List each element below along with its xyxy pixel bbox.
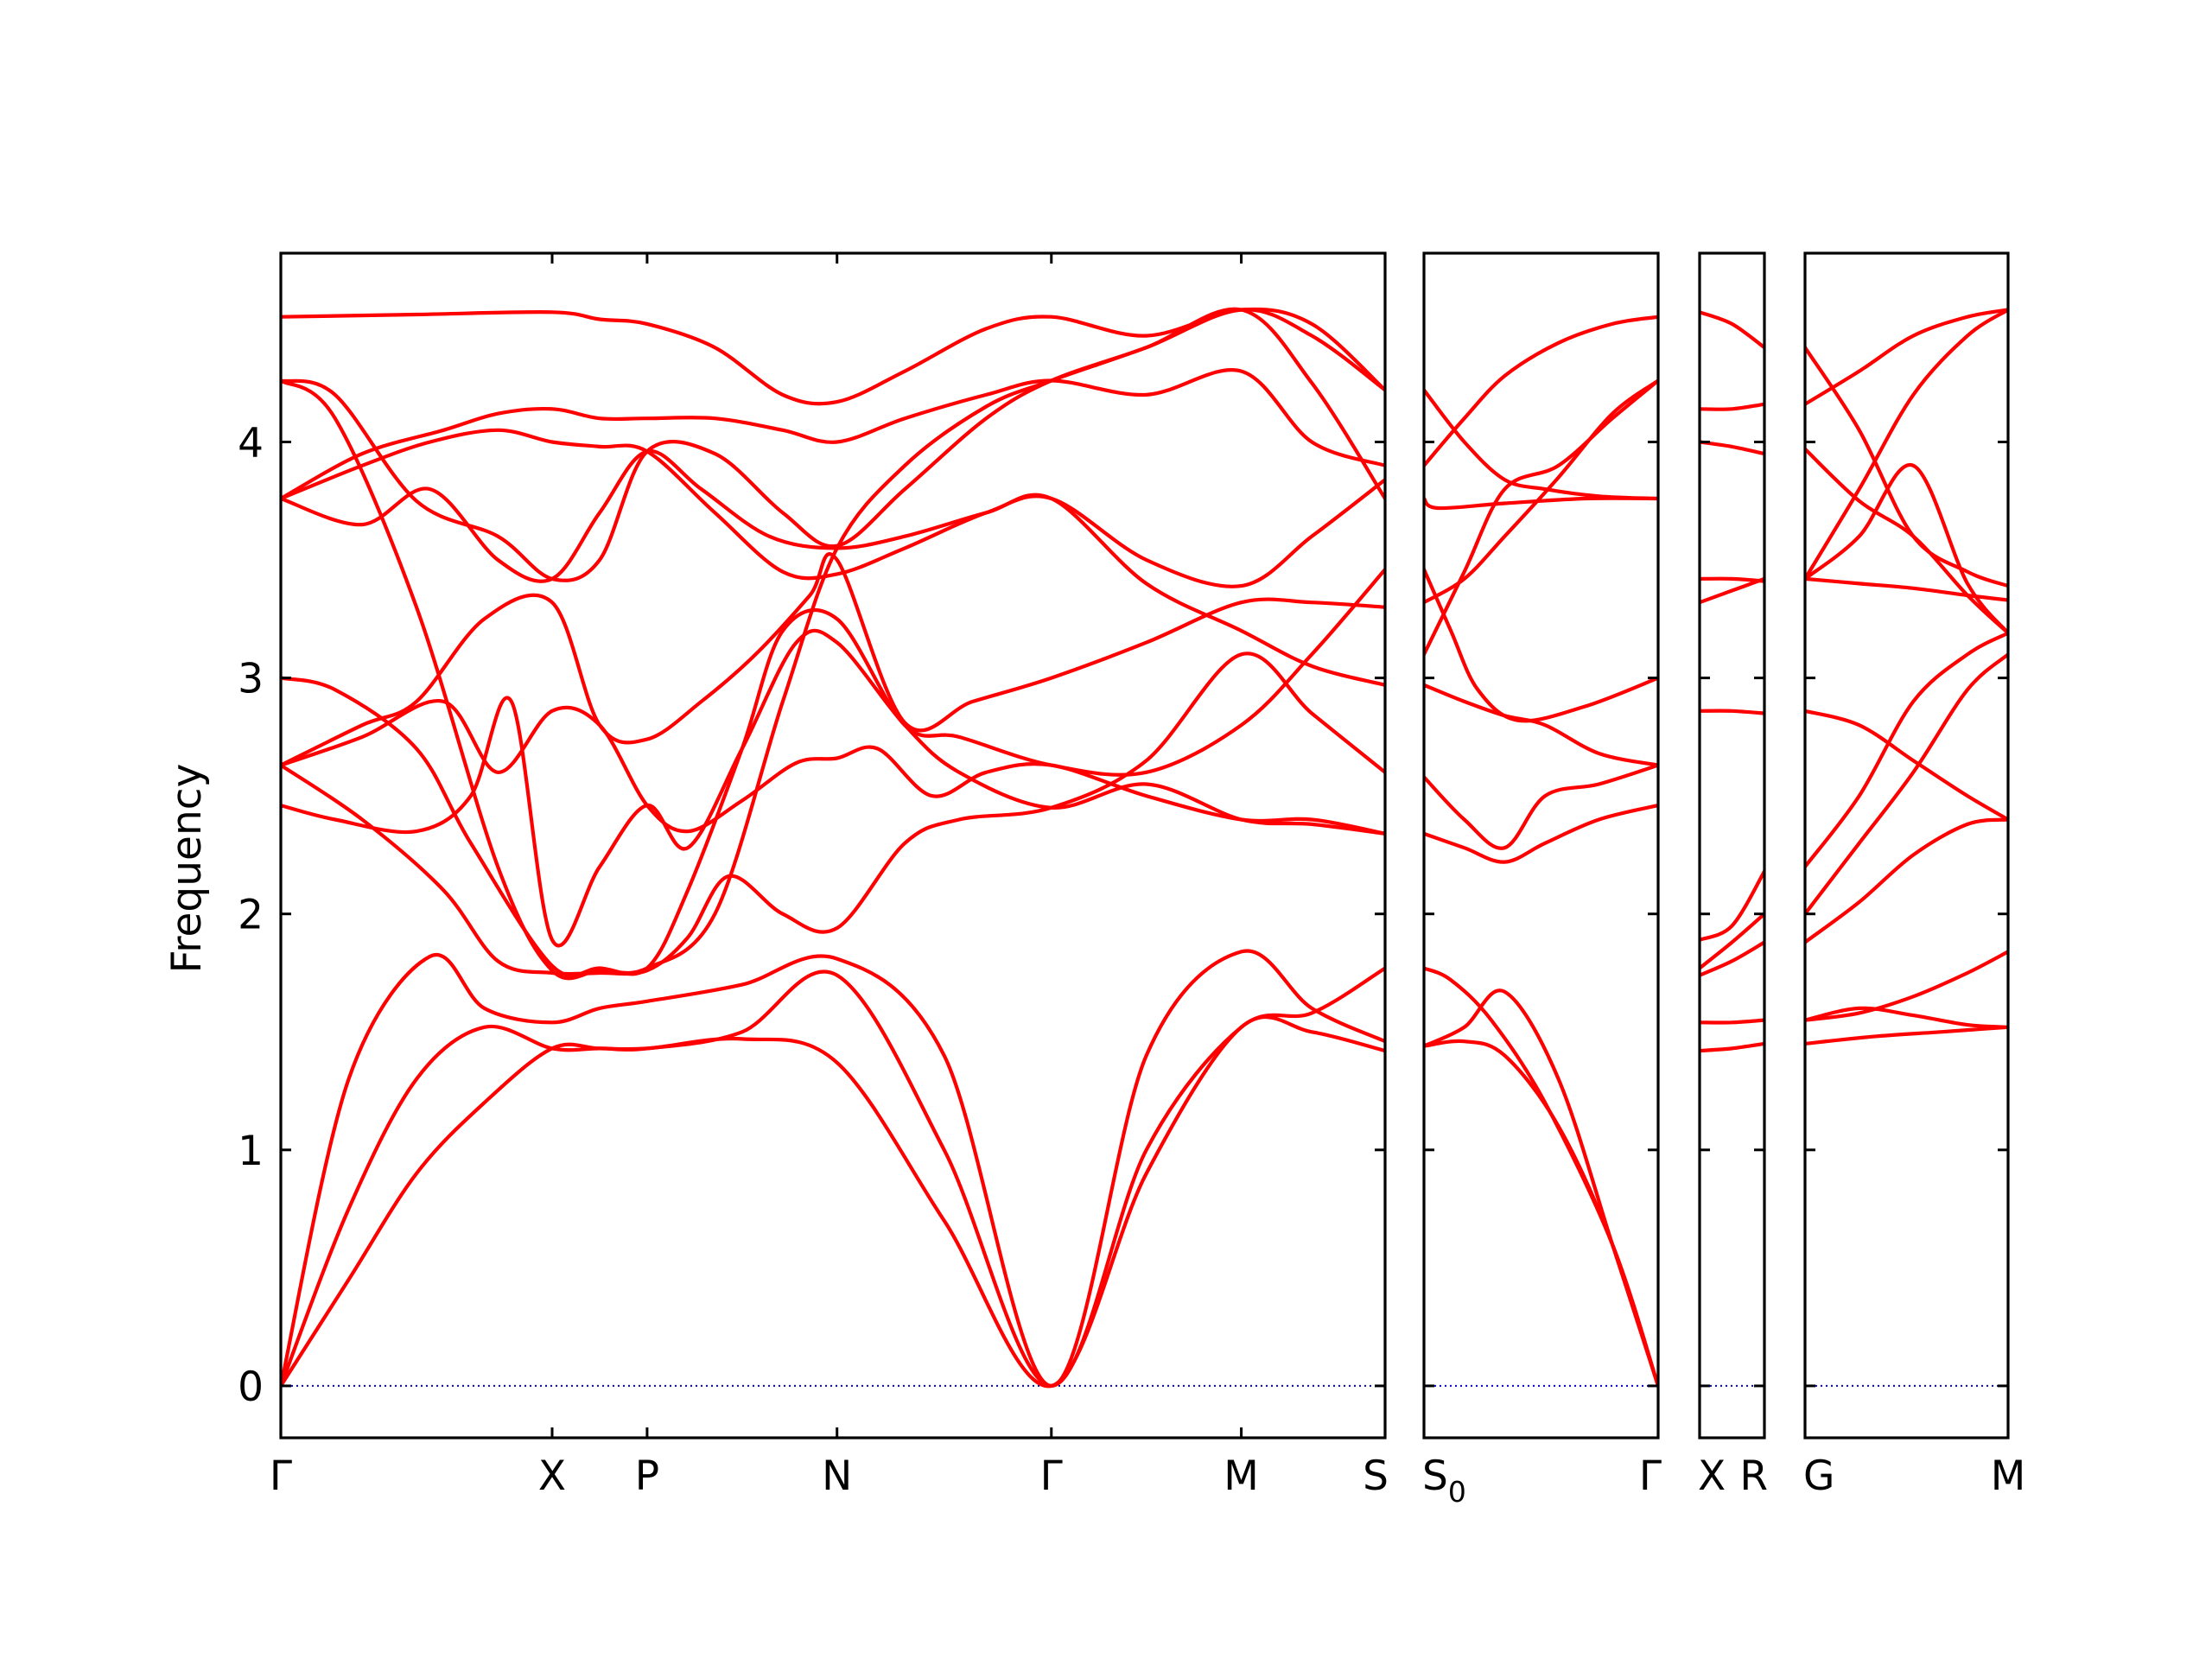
y-axis-label: Frequency <box>163 764 211 974</box>
band-line-9 <box>1700 440 1764 456</box>
band-line-11 <box>1700 310 1764 350</box>
x-tick-label: Γ <box>1639 1452 1662 1500</box>
band-line-3 <box>1700 940 1764 977</box>
band-line-9 <box>281 448 1385 687</box>
x-tick-label: Γ <box>1040 1452 1063 1500</box>
band-line-1 <box>281 1015 1385 1389</box>
band-line-6 <box>1424 683 1658 767</box>
band-line-10 <box>1700 402 1764 411</box>
band-line-10 <box>1424 496 1658 511</box>
panel-frame <box>279 251 1387 1440</box>
band-line-13 <box>1805 308 2008 406</box>
band-line-11 <box>1805 346 2008 588</box>
x-tick-label: G <box>1803 1452 1834 1500</box>
band-line-4 <box>1700 912 1764 970</box>
y-tick-label: 4 <box>238 419 264 467</box>
band-line-8 <box>1805 576 2008 602</box>
band-line-12 <box>1805 308 2008 581</box>
band-group <box>1424 315 1658 1388</box>
band-line-14 <box>281 307 1385 406</box>
band-line-11 <box>1424 388 1658 501</box>
band-line-7 <box>1424 567 1658 723</box>
band-line-7 <box>1805 709 2008 822</box>
band-group <box>1805 308 2008 1046</box>
band-line-6 <box>1700 709 1764 715</box>
x-tick-label: P <box>635 1452 659 1500</box>
band-line-3 <box>1424 966 1658 1388</box>
band-line-7 <box>281 567 1385 978</box>
x-tick-label-subscript: 0 <box>1448 1475 1466 1509</box>
band-line-5 <box>281 652 1385 976</box>
band-line-9 <box>1424 378 1658 605</box>
y-tick-label: 3 <box>238 656 264 703</box>
x-tick-label: M <box>1224 1452 1259 1500</box>
band-line-4 <box>281 628 1385 948</box>
y-tick-label: 2 <box>238 892 264 939</box>
band-line-10 <box>1805 447 2008 635</box>
panel-frame <box>1698 251 1766 1440</box>
x-tick-label: N <box>822 1452 852 1500</box>
band-line-5 <box>1700 869 1764 942</box>
band-line-3 <box>281 949 1385 1388</box>
band-group <box>1700 310 1764 1053</box>
band-line-4 <box>1424 804 1658 864</box>
band-line-8 <box>1700 576 1764 583</box>
y-tick-label: 1 <box>238 1128 264 1175</box>
band-line-7 <box>1700 576 1764 605</box>
x-tick-label: S <box>1363 1452 1389 1500</box>
band-line-2 <box>1424 988 1658 1388</box>
band-line-8 <box>281 552 1385 767</box>
x-tick-label: S0 <box>1422 1452 1466 1509</box>
band-line-1 <box>1700 1041 1764 1053</box>
panel-frame <box>1422 251 1660 1440</box>
band-line-11 <box>281 307 1385 981</box>
x-tick-label: M <box>1991 1452 2026 1500</box>
band-line-8 <box>1424 378 1658 657</box>
panel-frame <box>1803 251 2010 1440</box>
band-line-3 <box>1805 950 2008 1022</box>
band-line-12 <box>281 308 1385 582</box>
band-line-6 <box>281 698 1385 836</box>
x-tick-label: X <box>538 1452 566 1500</box>
band-line-10 <box>281 428 1385 588</box>
y-tick-label: 0 <box>238 1363 264 1411</box>
panel-2: S0 Γ <box>1422 251 1662 1509</box>
band-line-2 <box>281 966 1385 1388</box>
band-line-12 <box>1424 315 1658 467</box>
band-line-4 <box>1805 631 2008 869</box>
band-line-1 <box>1805 1025 2008 1046</box>
x-tick-label: Γ <box>270 1452 292 1500</box>
x-tick-label: R <box>1739 1452 1768 1500</box>
x-tick-label: X <box>1698 1452 1726 1500</box>
band-line-13 <box>281 368 1385 501</box>
band-line-2 <box>1805 1006 2008 1029</box>
band-line-2 <box>1700 1018 1764 1025</box>
band-line-6 <box>1805 817 2008 944</box>
band-line-9 <box>1805 463 2008 635</box>
band-line-5 <box>1424 763 1658 850</box>
band-line-5 <box>1805 652 2008 916</box>
panel-1: 0 1 2 3 4 Γ X P N Γ M S <box>238 251 1389 1500</box>
band-group <box>281 307 1385 1389</box>
